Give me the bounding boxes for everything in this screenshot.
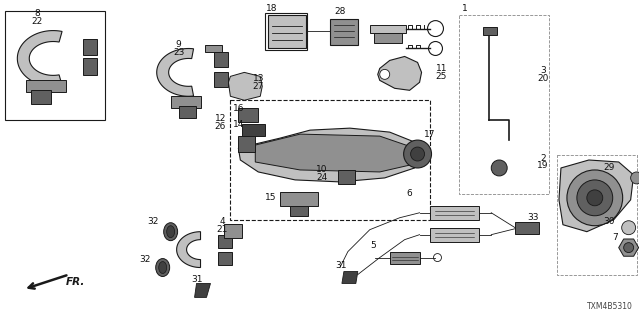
Text: 5: 5 [370,241,376,250]
Text: 28: 28 [334,7,346,16]
Ellipse shape [166,226,175,238]
Text: 24: 24 [316,173,328,182]
Circle shape [380,69,390,79]
Ellipse shape [164,223,178,241]
Polygon shape [429,206,479,220]
Polygon shape [228,72,262,100]
Polygon shape [225,224,243,238]
Text: 12: 12 [215,114,226,123]
Text: 11: 11 [436,64,447,73]
Polygon shape [238,108,259,122]
Polygon shape [171,96,200,108]
Polygon shape [179,106,196,118]
Text: 32: 32 [139,255,150,264]
Polygon shape [255,134,415,172]
Circle shape [623,243,634,252]
Polygon shape [83,38,97,55]
Polygon shape [177,232,200,268]
Bar [5,11,105,120]
Text: 17: 17 [424,130,435,139]
Text: TXM4B5310: TXM4B5310 [587,302,632,311]
Polygon shape [338,170,355,184]
Polygon shape [483,27,497,35]
Polygon shape [218,252,232,265]
Text: 18: 18 [266,4,277,13]
Text: 10: 10 [316,165,328,174]
Polygon shape [374,33,402,43]
Polygon shape [619,239,639,256]
Text: 2: 2 [540,154,546,163]
Polygon shape [26,80,66,92]
Polygon shape [157,49,193,96]
Text: 14: 14 [233,120,244,129]
Text: 6: 6 [407,189,413,198]
Text: 27: 27 [253,82,264,91]
Text: 32: 32 [147,217,159,226]
Bar [330,19,358,44]
Polygon shape [559,160,634,232]
Polygon shape [342,271,358,284]
Text: 3: 3 [540,66,546,75]
Text: 31: 31 [191,275,202,284]
Polygon shape [195,284,211,297]
Text: 7: 7 [612,233,618,242]
Ellipse shape [156,259,170,276]
Text: 19: 19 [537,162,548,171]
Circle shape [630,172,640,184]
Text: 25: 25 [436,72,447,81]
Polygon shape [238,128,420,182]
Text: 26: 26 [215,122,226,131]
Text: 15: 15 [264,193,276,202]
Circle shape [577,180,612,216]
Circle shape [587,190,603,206]
Polygon shape [370,25,406,33]
Text: 16: 16 [232,104,244,113]
Polygon shape [214,52,228,68]
Bar [230,100,429,220]
Polygon shape [378,56,422,90]
Bar [557,155,637,275]
Text: 22: 22 [31,17,43,26]
Polygon shape [31,90,51,104]
Polygon shape [515,222,539,234]
Text: 31: 31 [335,261,347,270]
Bar [460,15,549,194]
Circle shape [567,170,623,226]
Text: 21: 21 [217,225,228,234]
Polygon shape [280,192,318,206]
Text: 13: 13 [253,74,264,83]
Polygon shape [214,72,228,87]
Text: 23: 23 [173,48,184,57]
Circle shape [404,140,431,168]
Text: 1: 1 [461,4,467,13]
Polygon shape [429,228,479,242]
Text: 9: 9 [176,40,182,49]
Polygon shape [218,235,232,248]
Bar [265,13,307,51]
Polygon shape [205,44,223,52]
Text: 33: 33 [527,213,539,222]
Bar [268,15,306,49]
Text: 8: 8 [35,9,40,18]
Text: 20: 20 [538,74,548,83]
Polygon shape [17,31,62,86]
Polygon shape [390,252,420,264]
Text: FR.: FR. [66,277,86,287]
Circle shape [411,147,424,161]
Ellipse shape [159,261,166,274]
Text: 4: 4 [220,217,225,226]
Circle shape [621,221,636,235]
Circle shape [492,160,507,176]
Polygon shape [290,206,308,216]
Text: 29: 29 [603,164,614,172]
Polygon shape [238,136,255,152]
Polygon shape [83,59,97,76]
Polygon shape [243,124,265,136]
Text: 30: 30 [603,217,614,226]
